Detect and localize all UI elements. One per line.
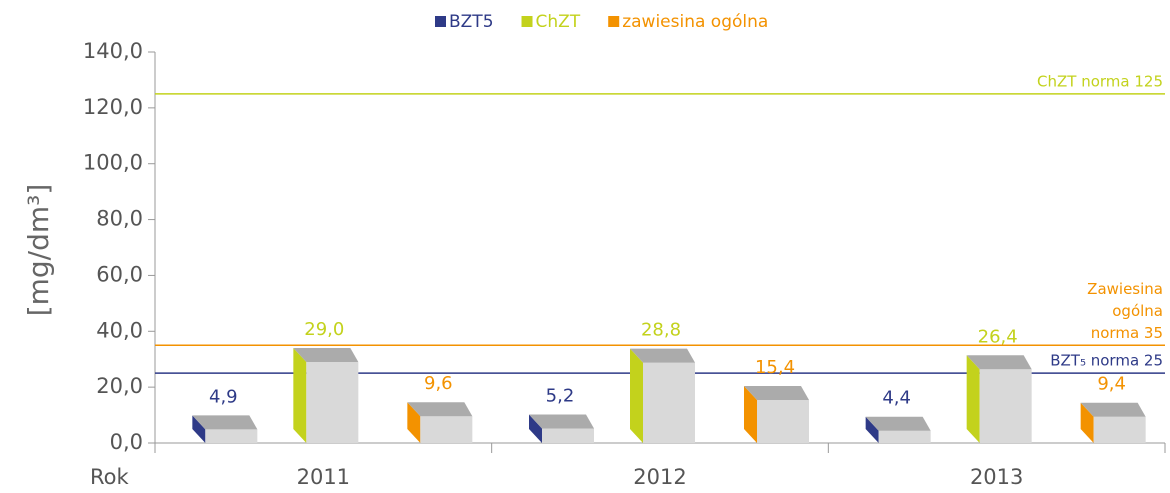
bar-top bbox=[1080, 402, 1146, 417]
data-label: 26,4 bbox=[978, 326, 1018, 347]
data-label: 9,6 bbox=[424, 373, 453, 394]
bar bbox=[306, 362, 359, 443]
data-label: 5,2 bbox=[546, 385, 575, 406]
bar bbox=[979, 369, 1032, 443]
y-tick-label: 80,0 bbox=[96, 207, 143, 231]
bar-top bbox=[630, 348, 695, 363]
bar-side bbox=[192, 415, 206, 443]
data-label: 15,4 bbox=[755, 357, 795, 378]
data-label: 9,4 bbox=[1097, 374, 1126, 395]
bar-side bbox=[744, 385, 757, 443]
bar-side bbox=[1080, 402, 1094, 443]
legend-label: ChZT bbox=[536, 12, 581, 32]
bar-top bbox=[192, 415, 258, 430]
bar-side bbox=[966, 355, 980, 443]
bar bbox=[643, 362, 695, 443]
legend-swatch bbox=[608, 16, 620, 27]
bar-side bbox=[293, 348, 307, 443]
legend-swatch bbox=[435, 16, 446, 27]
y-tick-label: 0,0 bbox=[110, 430, 143, 454]
bar-top bbox=[529, 414, 594, 429]
data-label: 28,8 bbox=[641, 320, 681, 341]
bar bbox=[205, 429, 258, 443]
reference-label: norma 35 bbox=[1091, 324, 1163, 342]
bar-top bbox=[407, 402, 473, 417]
reference-label: ChZT norma 125 bbox=[1037, 72, 1163, 90]
data-label: 29,0 bbox=[304, 319, 344, 340]
bar-top bbox=[744, 385, 809, 400]
bar-top bbox=[293, 348, 359, 363]
y-tick-label: 20,0 bbox=[96, 374, 143, 398]
bar bbox=[420, 416, 473, 443]
bar bbox=[542, 428, 594, 443]
bar-side bbox=[630, 348, 643, 443]
y-axis-label: [mg/dm³] bbox=[22, 184, 55, 317]
legend-swatch bbox=[521, 16, 533, 27]
y-tick-label: 120,0 bbox=[83, 95, 143, 119]
bar-side bbox=[529, 414, 542, 443]
bar-top bbox=[966, 355, 1032, 370]
y-tick-label: 40,0 bbox=[96, 318, 143, 342]
data-label: 4,4 bbox=[882, 388, 911, 409]
y-tick-label: 60,0 bbox=[96, 262, 143, 286]
reference-label: Zawiesina bbox=[1087, 280, 1163, 298]
y-tick-label: 140,0 bbox=[83, 39, 143, 63]
data-label: 4,9 bbox=[209, 386, 238, 407]
bar bbox=[1093, 416, 1146, 443]
x-tick-label: 2013 bbox=[970, 465, 1023, 489]
bar-side bbox=[407, 402, 421, 443]
x-axis-label: Rok bbox=[90, 465, 129, 489]
reference-label: BZT₅ norma 25 bbox=[1050, 352, 1163, 370]
reference-label: ogólna bbox=[1112, 302, 1163, 320]
legend-label: zawiesina ogólna bbox=[622, 12, 768, 32]
legend-label: BZT5 bbox=[449, 12, 494, 32]
bar bbox=[757, 399, 809, 443]
x-tick-label: 2011 bbox=[297, 465, 350, 489]
y-tick-label: 100,0 bbox=[83, 151, 143, 175]
bar bbox=[878, 430, 931, 443]
bar-side bbox=[865, 416, 879, 443]
x-tick-label: 2012 bbox=[633, 465, 686, 489]
bar-top bbox=[865, 416, 931, 431]
